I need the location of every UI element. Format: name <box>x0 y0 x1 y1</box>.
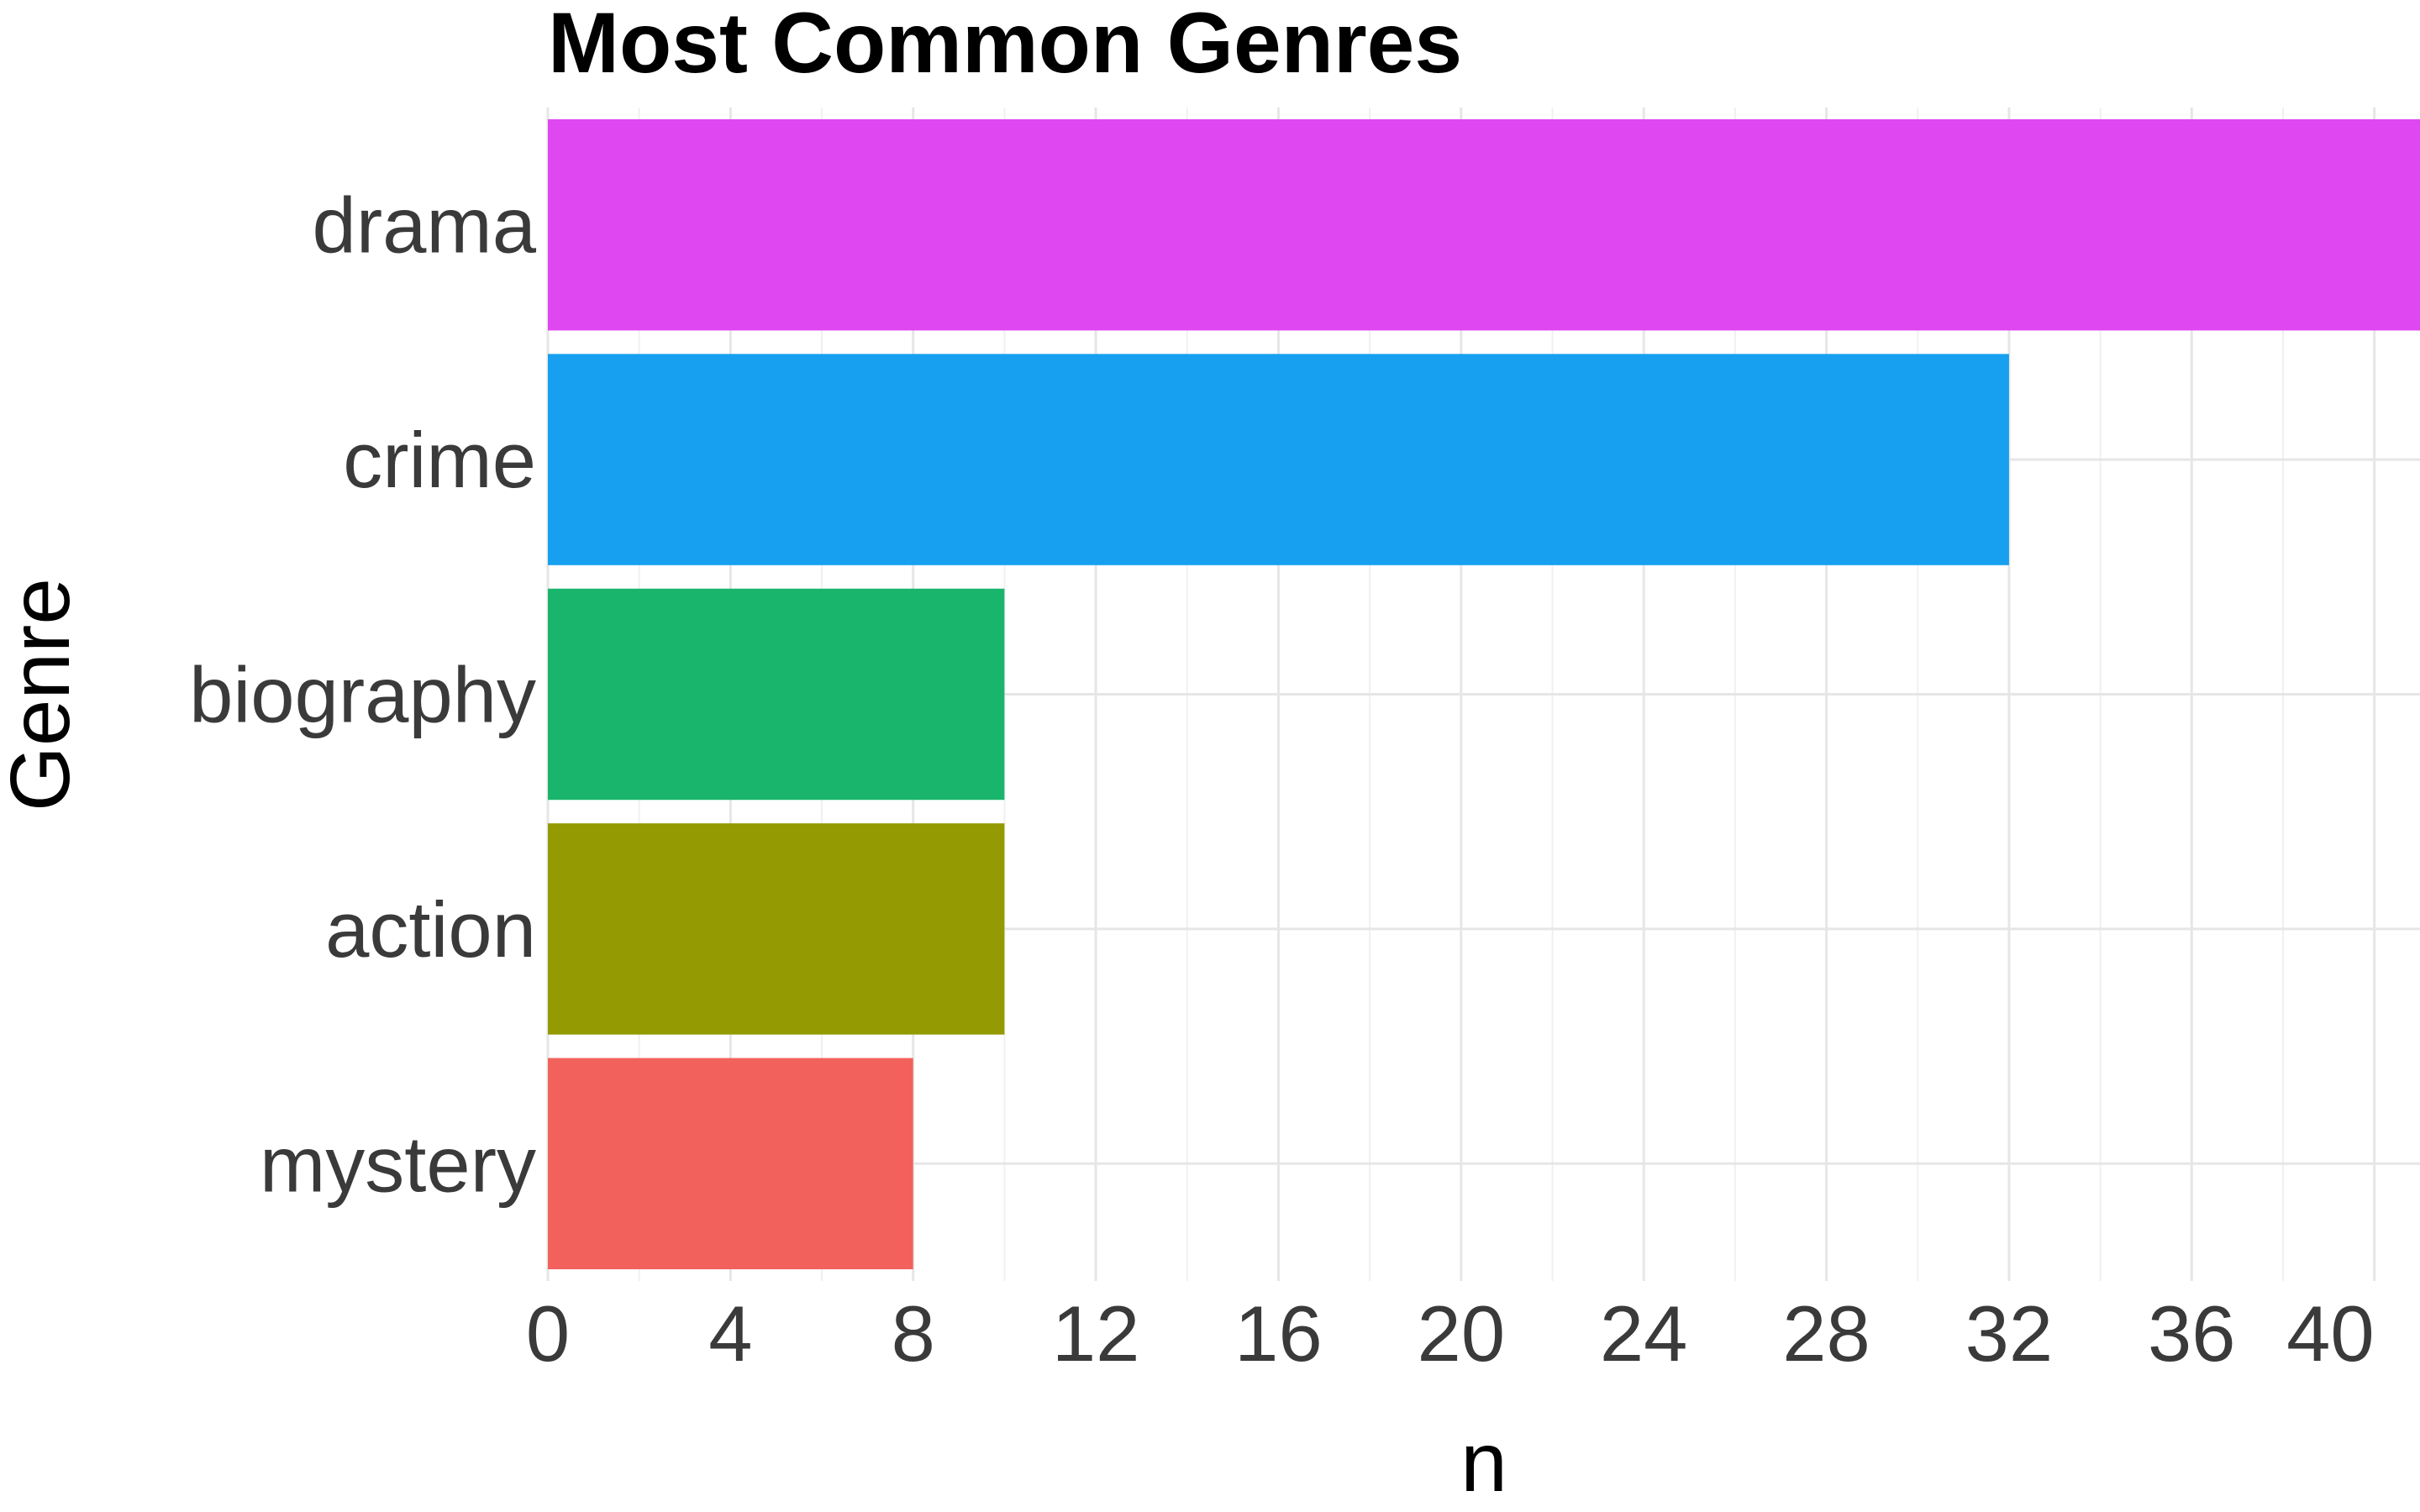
category-label-mystery: mystery <box>260 1120 536 1208</box>
x-tick-label: 0 <box>526 1289 570 1378</box>
chart-title: Most Common Genres <box>548 0 1462 91</box>
category-label-action: action <box>325 885 536 974</box>
x-tick-label: 32 <box>1965 1289 2054 1378</box>
category-label-drama: drama <box>313 181 537 270</box>
bars <box>548 118 2420 1270</box>
x-tick-label: 40 <box>2286 1289 2375 1378</box>
bar-action <box>548 823 1005 1035</box>
bar-drama <box>548 118 2420 331</box>
bar-crime <box>548 354 2009 565</box>
x-tick-labels: 0 4 8 12 16 20 24 28 32 36 40 <box>526 1289 2375 1378</box>
x-tick-label: 28 <box>1782 1289 1870 1378</box>
bar-biography <box>548 588 1005 801</box>
x-tick-label: 12 <box>1052 1289 1140 1378</box>
x-tick-label: 16 <box>1234 1289 1323 1378</box>
x-tick-label: 4 <box>708 1289 752 1378</box>
category-labels: drama crime biography action mystery <box>189 181 537 1209</box>
category-label-biography: biography <box>189 651 536 739</box>
x-tick-label: 24 <box>1600 1289 1688 1378</box>
x-tick-label: 8 <box>892 1289 935 1378</box>
category-label-crime: crime <box>343 416 536 504</box>
x-tick-label: 20 <box>1418 1289 1506 1378</box>
x-axis-title: n <box>1460 1415 1507 1509</box>
x-tick-label: 36 <box>2148 1289 2236 1378</box>
y-axis-title: Genre <box>0 578 87 811</box>
bar-mystery <box>548 1058 913 1270</box>
